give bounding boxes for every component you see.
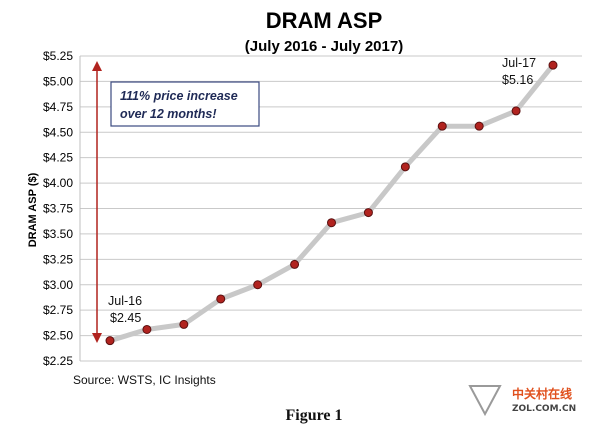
series-dram-asp [105,60,558,346]
annotation-line-2: over 12 months! [120,107,217,121]
start-label-month: Jul-16 [108,294,142,308]
data-point [400,162,410,172]
y-tick-labels: $2.25 $2.50 $2.75 $3.00 $3.25 $3.50 $3.75 $4.00… [43,49,73,368]
watermark-chinese-text: 中关村在线 [512,386,572,401]
y-tick-label: $2.25 [43,354,73,368]
end-label-month: Jul-17 [502,56,536,70]
y-tick-label: $3.00 [43,278,73,292]
y-axis-label: DRAM ASP ($) [27,172,39,247]
data-point [105,336,115,346]
y-tick-label: $4.00 [43,176,73,190]
watermark-logo: 中关村在线 ZOL.COM.CN [468,385,576,417]
data-point [548,60,558,70]
annotation-box [110,81,260,127]
y-tick-label: $4.50 [43,125,73,139]
y-tick-label: $3.25 [43,252,73,266]
source-note: Source: WSTS, IC Insights [73,373,216,387]
y-tick-label: $5.25 [43,49,73,63]
data-point [327,218,336,228]
data-point [142,324,152,334]
data-point [216,294,226,304]
y-tick-label: $5.00 [43,74,73,88]
data-point [437,121,447,131]
y-tick-label: $2.75 [43,303,73,317]
y-tick-label: $2.50 [43,329,73,343]
data-point [253,280,263,290]
y-tick-label: $4.25 [43,151,73,165]
chart-subtitle: (July 2016 - July 2017) [245,38,403,55]
chart-title: DRAM ASP [266,8,383,33]
end-label-value: $5.16 [502,73,533,87]
watermark-url-text: ZOL.COM.CN [512,404,576,414]
data-point [511,106,521,116]
annotation-line-1: 111% price increase [120,89,238,103]
figure-caption: Figure 1 [285,407,342,424]
data-point [179,319,189,329]
data-point [474,121,484,131]
data-point [290,259,300,269]
watermark-logo-icon [468,385,502,417]
y-tick-label: $4.75 [43,100,73,114]
y-tick-label: $3.75 [43,202,73,216]
y-tick-label: $3.50 [43,227,73,241]
data-point [363,208,373,218]
start-label-value: $2.45 [110,311,141,325]
